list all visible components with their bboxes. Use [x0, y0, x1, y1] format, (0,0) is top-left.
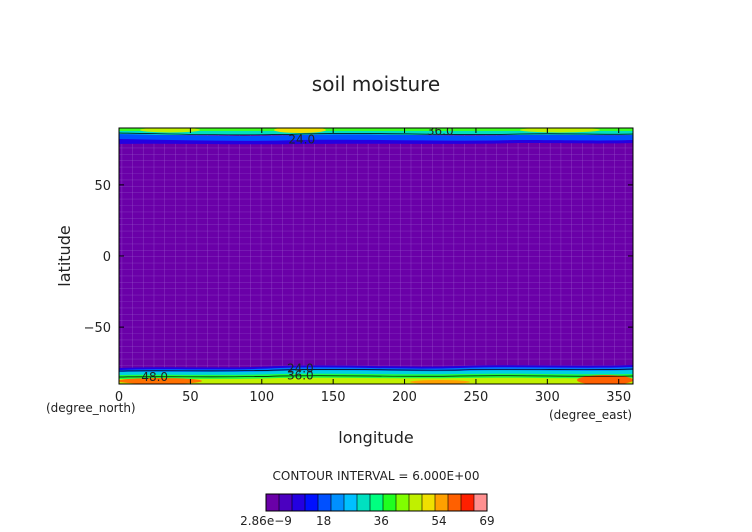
north-band-cyan — [119, 131, 633, 135]
colorbar-labels: 2.86e−9 18 36 54 69 — [240, 514, 495, 528]
north-band-yellow-patch — [274, 128, 326, 133]
colorbar-frame — [265, 493, 488, 512]
colorbar-swatch — [344, 494, 358, 511]
x-axis: 0 50 100 150 200 250 300 350 — [115, 128, 631, 405]
contour-interval-text: CONTOUR INTERVAL = 6.000E+00 — [273, 469, 480, 483]
x-tick-label: 300 — [535, 390, 560, 405]
y-tick-label: −50 — [84, 321, 111, 336]
y-tick-label: 50 — [94, 179, 111, 194]
north-band-blue — [119, 134, 633, 142]
colorbar-tick-label: 2.86e−9 — [240, 514, 292, 528]
north-contour-line — [119, 132, 633, 136]
contour-label: 36.0 — [287, 368, 314, 382]
colorbar-swatch — [318, 494, 332, 511]
north-band-dark-blue — [119, 139, 633, 145]
south-contour-line — [119, 375, 633, 378]
north-band-yellow-patch — [520, 128, 600, 133]
colorbar-swatch — [448, 494, 462, 511]
colorbar-swatch — [266, 494, 280, 511]
y-axis: 50 0 −50 — [84, 179, 633, 336]
x-tick-label: 250 — [464, 390, 489, 405]
colorbar-swatch — [279, 494, 293, 511]
south-contour-line — [119, 368, 633, 372]
y-axis-label: latitude — [55, 225, 74, 286]
colorbar-swatch — [422, 494, 436, 511]
plot-area: 36.024.024.036.048.0 — [119, 124, 633, 384]
colorbar-tick-label: 18 — [316, 514, 331, 528]
x-tick-label: 150 — [321, 390, 346, 405]
x-axis-label: longitude — [338, 428, 413, 447]
colorbar-swatch — [305, 494, 319, 511]
field-interior — [119, 128, 633, 384]
contour-label: 48.0 — [141, 370, 168, 384]
south-band-orange-patch — [119, 378, 202, 384]
colorbar-tick-label: 36 — [374, 514, 389, 528]
colorbar-swatch — [292, 494, 306, 511]
colorbar-tick-label: 69 — [479, 514, 494, 528]
contour-label: 24.0 — [288, 132, 315, 146]
x-tick-label: 0 — [115, 390, 123, 405]
contour-label: 24.0 — [287, 361, 314, 375]
colorbar-swatch — [474, 494, 488, 511]
colorbar-swatch — [357, 494, 371, 511]
grid-lines — [119, 128, 633, 384]
y-tick-label: 0 — [103, 250, 111, 265]
colorbar — [265, 493, 488, 512]
contour-labels: 36.024.024.036.048.0 — [141, 124, 454, 384]
north-band-yellow-patch — [140, 128, 200, 133]
y-axis-units: (degree_north) — [46, 401, 136, 415]
colorbar-swatch — [331, 494, 345, 511]
colorbar-tick-label: 54 — [431, 514, 446, 528]
x-tick-label: 350 — [606, 390, 631, 405]
colorbar-swatch — [435, 494, 449, 511]
colorbar-swatch — [383, 494, 397, 511]
x-tick-label: 50 — [182, 390, 199, 405]
north-band — [119, 128, 633, 145]
x-tick-label: 100 — [249, 390, 274, 405]
south-band — [119, 365, 633, 384]
contour-label: 36.0 — [427, 124, 454, 138]
south-band-orange-patch — [410, 380, 470, 384]
south-band-yellow — [119, 377, 633, 384]
colorbar-swatch — [396, 494, 410, 511]
x-axis-units: (degree_east) — [549, 408, 632, 422]
colorbar-swatch — [370, 494, 384, 511]
chart-title: soil moisture — [312, 72, 440, 96]
colorbar-swatch — [409, 494, 423, 511]
x-tick-label: 200 — [392, 390, 417, 405]
colorbar-swatch — [461, 494, 475, 511]
